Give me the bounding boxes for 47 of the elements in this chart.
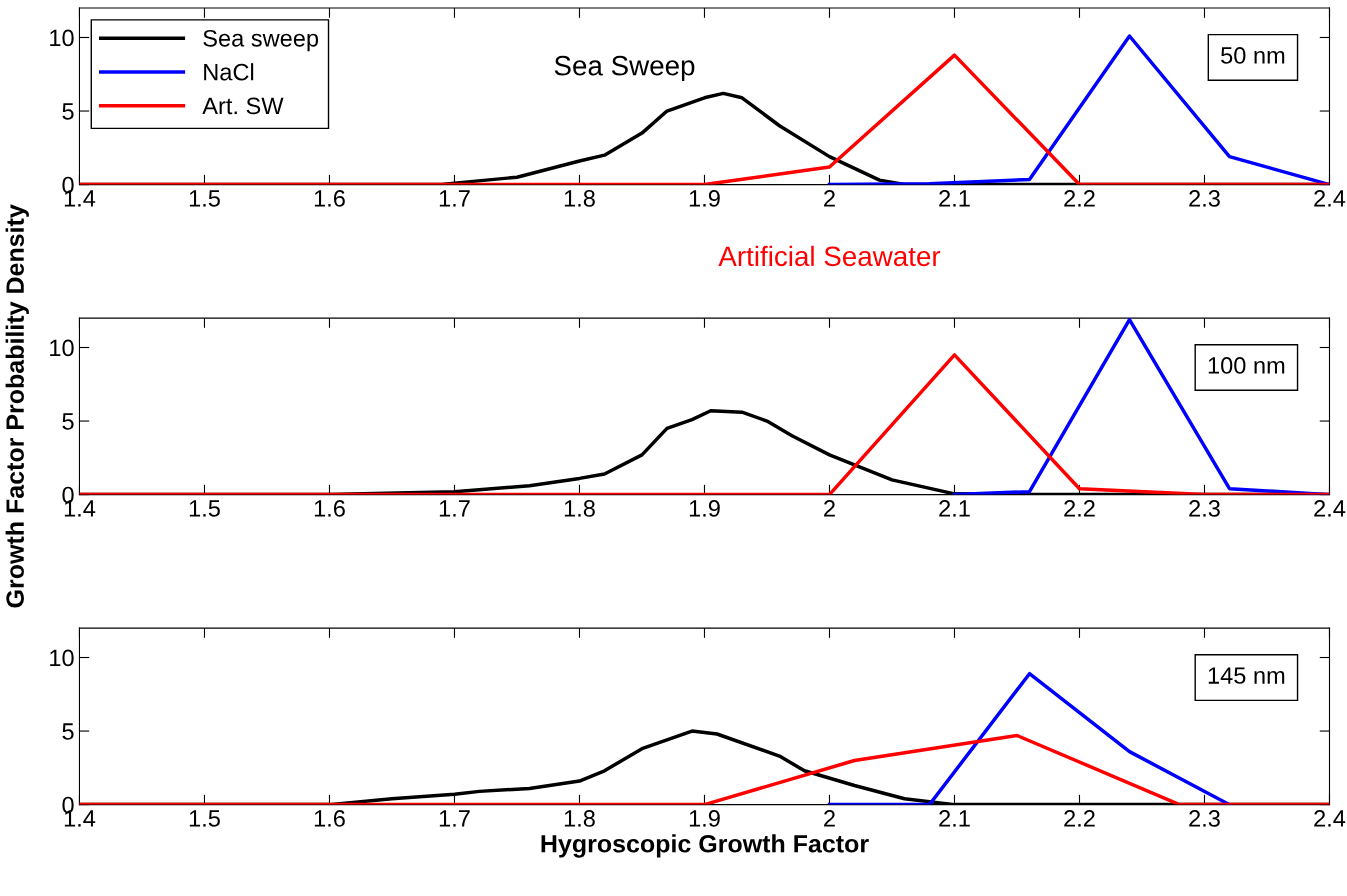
x-tick-label: 1.7	[439, 500, 470, 517]
x-axis-title: Hygroscopic Growth Factor	[541, 834, 869, 858]
x-tick-label: 2.1	[939, 810, 970, 827]
legend-label: NaCl	[204, 63, 254, 81]
x-tick-label: 2.4	[1314, 190, 1346, 207]
y-tick-label: 5	[62, 103, 74, 120]
x-tick-label: 1.9	[689, 500, 720, 517]
legend-label: Art. SW	[202, 97, 284, 115]
x-tick-label: 2.3	[1189, 190, 1220, 207]
x-tick-label: 2.1	[939, 190, 970, 207]
x-tick-label: 1.8	[564, 500, 595, 517]
x-tick-label: 1.6	[314, 190, 345, 207]
annotation: 50 nm	[1221, 47, 1285, 64]
x-tick-label: 1.7	[439, 190, 470, 207]
x-tick-label: 2.2	[1064, 190, 1095, 207]
x-tick-label: 1.8	[564, 810, 595, 827]
x-tick-label: 1.5	[189, 500, 220, 517]
x-tick-label: 1.9	[689, 190, 720, 207]
x-tick-label: 1.5	[189, 810, 220, 827]
x-tick-label: 1.8	[564, 190, 595, 207]
x-tick-label: 2.1	[939, 500, 970, 517]
x-tick-label: 2.2	[1064, 810, 1095, 827]
annotation: 100 nm	[1208, 357, 1285, 374]
y-tick-label: 5	[62, 723, 74, 740]
x-tick-label: 1.6	[314, 810, 345, 827]
x-tick-label: 1.9	[689, 810, 720, 827]
x-tick-label: 2.2	[1064, 500, 1095, 517]
x-tick-label: 2.4	[1314, 810, 1346, 827]
annotation: 145 nm	[1208, 667, 1285, 684]
annotation: Sea Sweep	[554, 55, 695, 82]
x-tick-label: 2.4	[1314, 500, 1346, 517]
y-axis-title: Growth Factor Probability Density	[5, 204, 29, 608]
x-tick-label: 1.6	[314, 500, 345, 517]
y-tick-label: 10	[50, 339, 74, 357]
x-tick-label: 2	[824, 500, 835, 517]
y-tick-label: 10	[50, 649, 74, 667]
x-tick-label: 2	[824, 190, 835, 207]
x-tick-label: 2.3	[1189, 500, 1220, 517]
x-tick-label: 2	[824, 810, 835, 827]
text: Artificial Seawater	[718, 245, 941, 267]
y-tick-label: 10	[50, 29, 74, 47]
x-tick-label: 2.3	[1189, 810, 1220, 827]
legend-label: Sea sweep	[203, 29, 319, 52]
line-series	[827, 34, 1330, 185]
y-tick-label: 5	[62, 413, 74, 430]
x-tick-label: 1.5	[189, 190, 220, 207]
x-tick-label: 1.7	[439, 810, 470, 827]
